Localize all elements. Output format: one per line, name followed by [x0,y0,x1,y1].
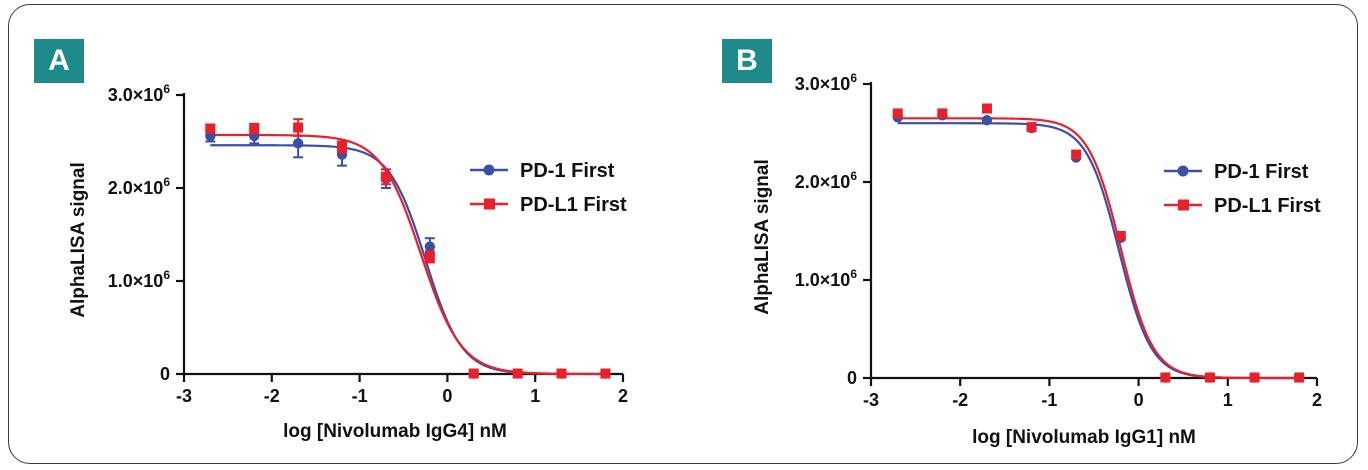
legend-marker-circle [1177,165,1189,177]
data-point-pdl1 [1160,372,1171,383]
legend-marker-square [484,198,495,210]
data-point-pdl1 [556,368,567,379]
x-tick-label: -2 [952,390,968,410]
y-tick-label: 0 [160,364,170,384]
fit-curve-pdl1 [897,117,1300,380]
x-tick-label: 2 [618,386,628,406]
legend-label: PD-L1 First [1214,195,1321,217]
panel-label: B [722,39,772,83]
data-point-pdl1 [1071,149,1082,160]
data-point-pdl1 [937,108,948,119]
data-point-pdl1 [293,122,304,133]
y-axis-label: AlphaLISA signal [68,162,89,318]
y-tick-label: 2.0×106 [108,175,171,198]
data-point-pdl1 [205,123,216,134]
x-tick-label: -1 [1041,390,1057,410]
x-tick-label: -2 [264,386,280,406]
data-point-pdl1 [981,103,992,114]
data-point-pdl1 [512,368,523,379]
data-point-pdl1 [424,251,435,262]
y-tick-label: 3.0×106 [795,71,858,94]
data-point-pdl1 [1026,122,1037,133]
y-axis-label: AlphaLISA signal [752,159,773,315]
x-tick-label: 0 [1134,390,1144,410]
data-point-pdl1 [1294,372,1305,383]
data-point-pdl1 [249,123,260,134]
data-point-pdl1 [892,108,903,119]
y-tick-label: 1.0×106 [108,268,171,291]
data-point-pd1 [981,115,993,126]
x-tick-label: -1 [352,386,368,406]
data-point-pdl1 [1204,372,1215,383]
data-point-pdl1 [468,368,479,379]
data-point-pdl1 [337,142,348,153]
panel-label: A [34,39,84,83]
legend-marker-square [1178,199,1189,211]
x-tick-label: -3 [176,386,192,406]
y-tick-label: 2.0×106 [795,169,858,192]
panel-a: A -3 -2 -1 0 1 2 0 1.0×106 2.0×106 3.0×106 log [Ni… [34,39,628,442]
x-tick-label: 1 [1223,390,1233,410]
legend-label: PD-L1 First [520,194,627,216]
legend-label: PD-1 First [520,160,615,182]
fit-curve-pdl1 [210,133,606,376]
chart-b: -3 -2 -1 0 1 2 0 1.0×106 2.0×106 3.0×106 log [Nivo… [752,71,1322,448]
panel-b: B -3 -2 -1 0 1 2 0 1.0×106 2.0×106 3.0×106 log [Ni… [684,0,1368,470]
data-point-pd1 [424,241,436,252]
x-tick-label: 1 [530,386,540,406]
y-tick-label: 3.0×106 [108,82,171,105]
legend-marker-circle [483,164,495,176]
data-point-pd1 [292,138,304,149]
x-tick-label: 2 [1312,390,1322,410]
x-axis-label: log [Nivolumab IgG4] nM [283,421,507,442]
legend-label: PD-1 First [1214,161,1309,183]
y-tick-label: 0 [847,368,857,388]
data-point-pdl1 [600,368,611,379]
x-tick-label: 0 [442,386,452,406]
data-point-pdl1 [1115,230,1126,241]
data-point-pdl1 [1249,372,1260,383]
y-tick-label: 1.0×106 [795,267,858,290]
x-tick-label: -3 [863,390,879,410]
data-point-pdl1 [380,171,391,182]
chart-a: -3 -2 -1 0 1 2 0 1.0×106 2.0×106 3.0×106 log [Nivo… [68,82,628,442]
figure-frame [8,4,1358,464]
x-axis-label: log [Nivolumab IgG1] nM [972,427,1196,448]
